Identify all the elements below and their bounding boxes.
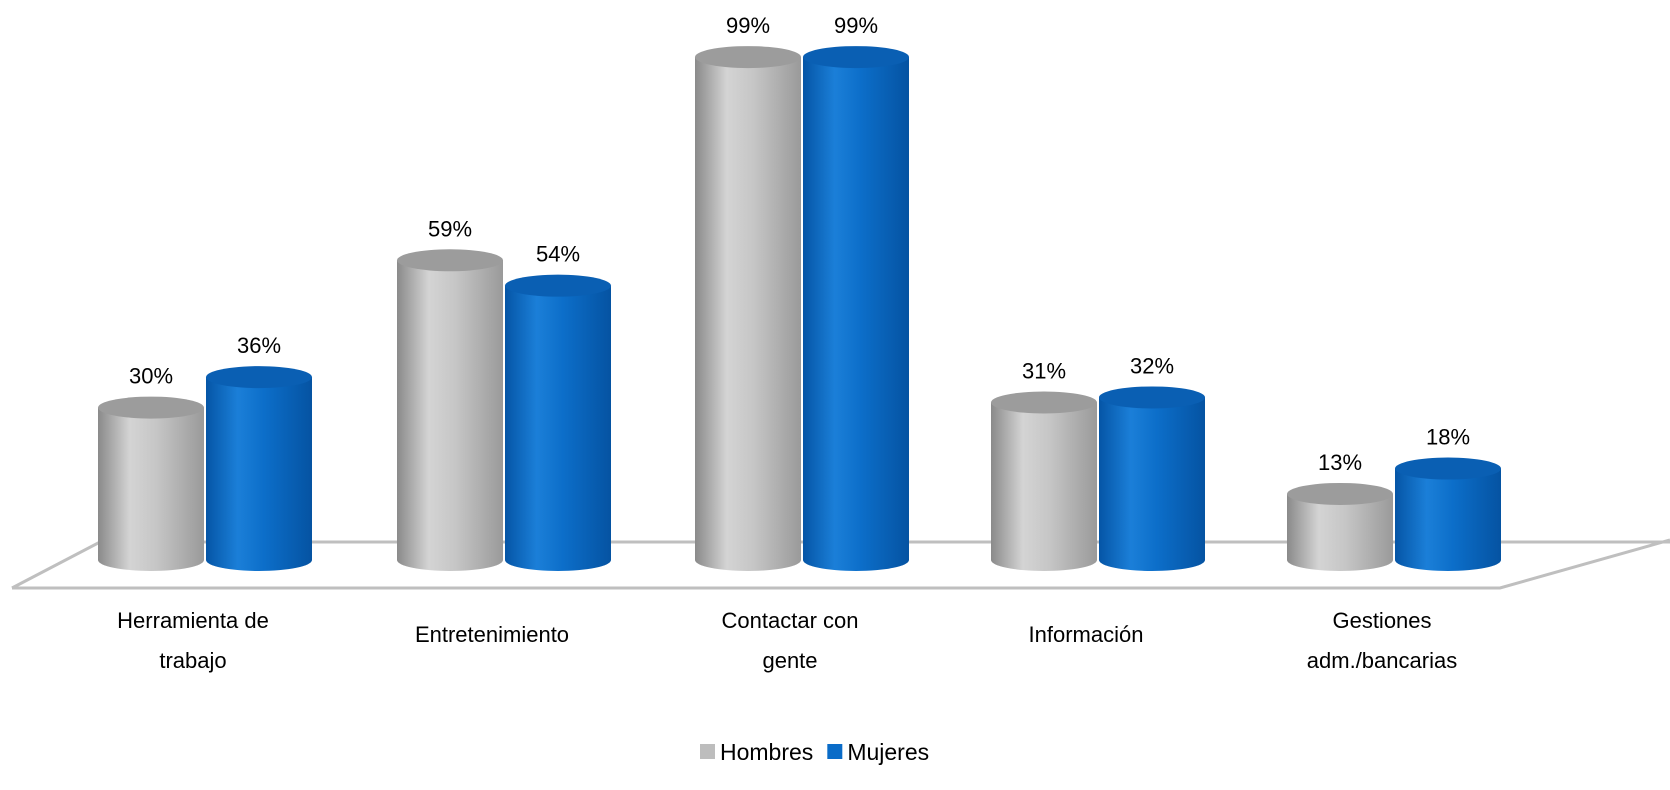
bar-top — [1099, 386, 1205, 409]
category-labels-group: Herramienta de trabajo Entretenimiento Cont… — [117, 608, 1457, 673]
bar-mujeres-1 — [505, 274, 611, 571]
legend-swatch — [827, 744, 843, 759]
bar-top — [98, 396, 204, 419]
bar-body — [803, 57, 909, 571]
category-label: gente — [762, 648, 817, 673]
value-label: 32% — [1130, 353, 1174, 378]
bar-hombres-0 — [98, 396, 204, 571]
legend-label: Hombres — [720, 739, 813, 765]
legend-item-mujeres: Mujeres — [827, 739, 929, 765]
bars-group — [98, 46, 1501, 571]
bar-hombres-4 — [1287, 482, 1393, 571]
bar-body — [1287, 493, 1393, 571]
bar-hombres-1 — [397, 249, 503, 571]
bar-top — [803, 46, 909, 69]
bar-mujeres-3 — [1099, 386, 1205, 571]
category-label: Contactar con — [722, 608, 859, 633]
bar-top — [695, 46, 801, 69]
bar-top — [1287, 482, 1393, 505]
bar-mujeres-0 — [206, 366, 312, 571]
legend-label: Mujeres — [847, 739, 929, 765]
bar-hombres-3 — [991, 391, 1097, 571]
category-label: Información — [1029, 622, 1144, 647]
category-label: Herramienta de — [117, 608, 269, 633]
legend-item-hombres: Hombres — [700, 739, 813, 765]
bar-body — [505, 285, 611, 571]
category-label: Entretenimiento — [415, 622, 569, 647]
bar-mujeres-2 — [803, 46, 909, 571]
category-label: trabajo — [159, 648, 226, 673]
bar-body — [695, 57, 801, 571]
bar-body — [397, 260, 503, 571]
value-label: 31% — [1022, 359, 1066, 384]
bar-top — [1395, 457, 1501, 480]
bar-body — [991, 402, 1097, 571]
category-label: Gestiones — [1332, 608, 1431, 633]
value-label: 30% — [129, 364, 173, 389]
value-label: 99% — [726, 13, 770, 38]
category-label: adm./bancarias — [1307, 648, 1457, 673]
legend-swatch — [700, 744, 715, 759]
bar-top — [991, 391, 1097, 414]
bar-top — [206, 366, 312, 389]
value-labels-group: 30% 59% 99% 31% 13% 36% 54% 99% 32% 18% — [129, 13, 1470, 475]
value-label: 54% — [536, 242, 580, 267]
bar-body — [206, 377, 312, 571]
value-label: 18% — [1426, 425, 1470, 450]
value-label: 59% — [428, 216, 472, 241]
legend: Hombres Mujeres — [700, 739, 929, 765]
bar-top — [397, 249, 503, 272]
bar-body — [1099, 397, 1205, 571]
bar-mujeres-4 — [1395, 457, 1501, 571]
value-label: 36% — [237, 333, 281, 358]
value-label: 99% — [834, 13, 878, 38]
bar-body — [1395, 468, 1501, 571]
bar-body — [98, 407, 204, 571]
value-label: 13% — [1318, 450, 1362, 475]
bar-top — [505, 274, 611, 297]
bar-hombres-2 — [695, 46, 801, 571]
